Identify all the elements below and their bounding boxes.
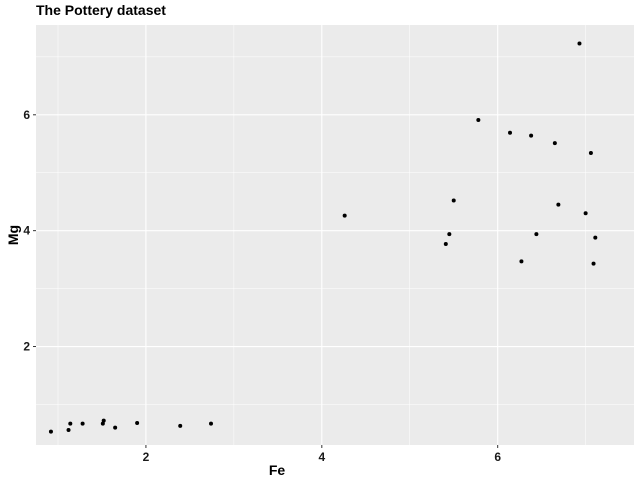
data-point xyxy=(48,429,53,434)
data-point xyxy=(583,211,588,216)
minor-gridlines xyxy=(36,25,634,445)
data-point xyxy=(588,151,593,156)
chart-title: The Pottery dataset xyxy=(36,2,166,18)
x-tick-label: 4 xyxy=(318,450,325,464)
data-point xyxy=(552,141,557,146)
x-axis-title: Fe xyxy=(269,462,286,478)
data-point xyxy=(534,232,539,237)
data-point xyxy=(508,130,513,135)
y-axis-ticks: 2 4 6 xyxy=(23,108,36,354)
data-point xyxy=(577,41,582,46)
data-point xyxy=(68,421,73,426)
y-tick-label: 4 xyxy=(23,224,30,238)
data-point xyxy=(178,423,183,428)
y-tick-label: 6 xyxy=(23,108,30,122)
data-point xyxy=(135,420,140,425)
data-point xyxy=(556,202,561,207)
data-point xyxy=(113,425,118,430)
data-point xyxy=(80,421,85,426)
data-point xyxy=(342,213,347,218)
y-tick-label: 2 xyxy=(23,340,30,354)
data-point xyxy=(593,235,598,240)
data-point xyxy=(519,259,524,264)
data-point xyxy=(66,427,71,432)
data-point xyxy=(447,232,452,237)
data-point xyxy=(443,241,448,246)
x-tick-label: 6 xyxy=(494,450,501,464)
y-axis-title: Mg xyxy=(5,225,21,245)
data-point xyxy=(101,418,106,423)
data-point xyxy=(591,261,596,266)
data-point xyxy=(476,118,481,123)
x-tick-label: 2 xyxy=(143,450,150,464)
data-point xyxy=(451,198,456,203)
x-axis-ticks: 2 4 6 xyxy=(143,445,501,464)
data-point xyxy=(209,421,214,426)
major-gridlines xyxy=(36,25,634,445)
data-points xyxy=(48,41,598,434)
data-point xyxy=(529,133,534,138)
plot-panel xyxy=(36,25,634,445)
